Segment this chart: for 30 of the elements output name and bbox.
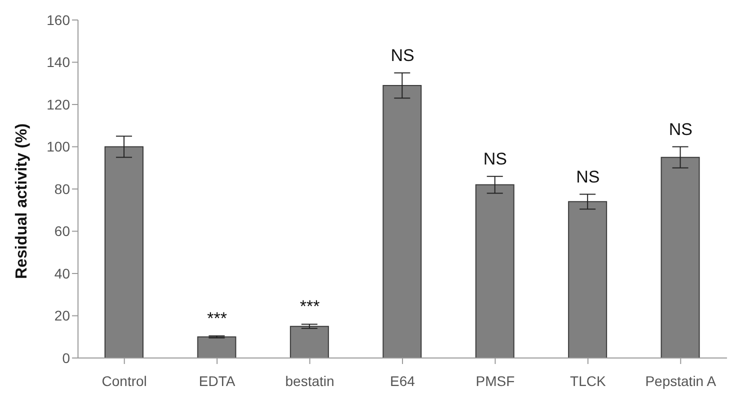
bar [382, 84, 422, 358]
annotation: *** [300, 297, 320, 316]
x-tick-label: PMSF [476, 372, 515, 389]
annotation: NS [576, 167, 600, 186]
x-tick-label: E64 [390, 372, 416, 389]
y-axis-title: Residual activity (%) [14, 123, 31, 279]
x-tick-label: EDTA [198, 372, 236, 389]
bar [290, 326, 329, 358]
bar [568, 201, 608, 358]
y-tick-label: 60 [54, 223, 70, 240]
y-tick-label: 100 [46, 138, 70, 155]
bar [104, 146, 144, 358]
bar [660, 156, 700, 358]
annotation: NS [390, 46, 414, 65]
y-tick-label: 120 [46, 96, 70, 112]
y-tick-label: 20 [54, 308, 70, 324]
y-tick-label: 0 [62, 350, 70, 366]
annotation: *** [207, 308, 228, 328]
x-tick-label: Control [102, 372, 147, 389]
bar [197, 336, 236, 358]
x-tick-label: Pepstatin A [645, 372, 717, 389]
y-tick-label: 160 [46, 12, 70, 28]
y-tick-label: 40 [54, 265, 70, 282]
y-tick-label: 80 [54, 180, 70, 197]
y-tick-label: 140 [46, 54, 70, 70]
x-tick-label: TLCK [570, 372, 606, 389]
x-tick-label: bestatin [285, 372, 334, 389]
annotation: NS [668, 120, 692, 139]
bar [475, 184, 514, 358]
annotation: NS [483, 149, 508, 168]
